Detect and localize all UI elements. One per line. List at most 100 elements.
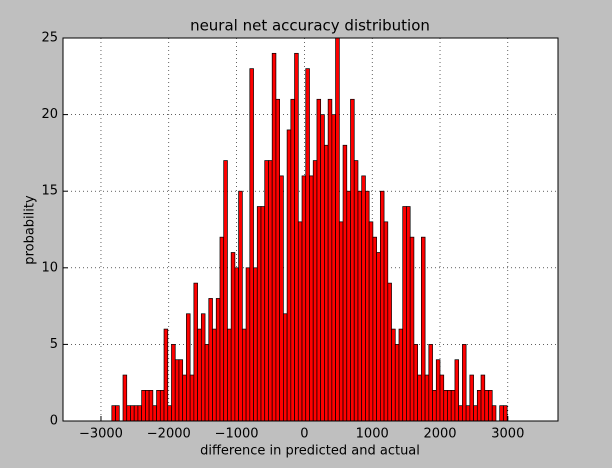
x-tick-label: 0 — [300, 427, 308, 442]
bar — [197, 328, 202, 422]
y-tick-label: 20 — [41, 107, 58, 122]
bar — [394, 344, 400, 422]
plot-frame — [62, 37, 559, 422]
bar — [182, 374, 187, 422]
bar — [454, 359, 460, 422]
bar — [439, 374, 445, 422]
bar — [353, 160, 359, 422]
bar — [115, 405, 120, 422]
x-axis-label: difference in predicted and actual — [200, 444, 420, 459]
bar — [476, 390, 482, 422]
bar — [256, 206, 262, 422]
bar — [435, 359, 441, 422]
bar — [286, 129, 292, 422]
bar — [193, 282, 198, 422]
chart-title: neural net accuracy distribution — [190, 17, 430, 35]
bar — [338, 221, 344, 422]
bar — [465, 405, 471, 422]
bar — [227, 328, 232, 422]
bar — [458, 405, 463, 422]
bar — [163, 328, 169, 422]
bar — [249, 68, 254, 422]
bar — [432, 390, 437, 422]
bar — [305, 68, 310, 422]
bar — [488, 390, 493, 422]
bar — [234, 267, 239, 422]
bar — [111, 405, 116, 422]
bar — [402, 206, 407, 422]
bar — [230, 252, 236, 422]
bar — [379, 190, 385, 422]
bar — [204, 344, 210, 422]
bar — [242, 328, 247, 422]
x-tick-label: −3000 — [79, 427, 123, 442]
bar — [268, 160, 273, 422]
bar — [167, 405, 172, 422]
bar — [223, 160, 228, 422]
bar — [417, 374, 422, 422]
bar — [447, 390, 452, 422]
bar — [312, 160, 318, 422]
bar — [245, 267, 251, 422]
bar — [409, 236, 415, 422]
bar — [126, 405, 131, 422]
bar — [122, 374, 128, 422]
bar — [413, 344, 418, 422]
bar — [275, 98, 280, 422]
bar — [331, 114, 336, 422]
bar — [156, 390, 161, 422]
y-tick-label: 25 — [41, 31, 58, 46]
bar — [238, 190, 243, 422]
bar — [309, 175, 314, 422]
bar — [264, 160, 269, 422]
bar — [469, 374, 474, 422]
bar — [365, 190, 370, 422]
bar — [424, 374, 430, 422]
bar — [178, 359, 184, 422]
bar — [372, 236, 377, 422]
bar — [357, 190, 363, 422]
y-axis-label: probability — [23, 195, 38, 265]
bar — [320, 114, 325, 422]
bar — [462, 344, 467, 422]
bar — [130, 405, 135, 422]
bar — [421, 236, 426, 422]
bar — [141, 390, 146, 422]
bar — [342, 144, 348, 422]
y-tick-label: 15 — [41, 184, 58, 199]
bar — [279, 175, 284, 422]
bar — [428, 344, 433, 422]
bar — [361, 175, 366, 422]
bar — [159, 390, 165, 422]
bar — [301, 175, 307, 422]
bar — [473, 405, 478, 422]
bar — [208, 298, 213, 422]
bar — [383, 221, 389, 422]
bar — [215, 298, 221, 422]
bar — [186, 313, 191, 422]
bar — [260, 206, 266, 422]
bar — [491, 405, 497, 422]
bar — [189, 374, 195, 422]
bar — [368, 221, 374, 422]
bar — [398, 328, 404, 422]
bar — [174, 359, 180, 422]
bar — [316, 98, 322, 422]
bar — [484, 390, 489, 422]
bar — [283, 313, 288, 422]
y-tick-label: 5 — [50, 337, 58, 352]
bar — [133, 405, 139, 422]
bar — [350, 98, 355, 422]
x-tick-label: 2000 — [423, 427, 456, 442]
bar — [499, 405, 504, 422]
x-tick-label: −1000 — [215, 427, 259, 442]
x-tick-label: 1000 — [356, 427, 389, 442]
bar — [391, 328, 396, 422]
bar — [376, 252, 381, 422]
bar — [219, 236, 225, 422]
x-tick-label: 3000 — [491, 427, 524, 442]
bar — [387, 282, 392, 422]
bar — [145, 390, 150, 422]
bar — [443, 390, 448, 422]
